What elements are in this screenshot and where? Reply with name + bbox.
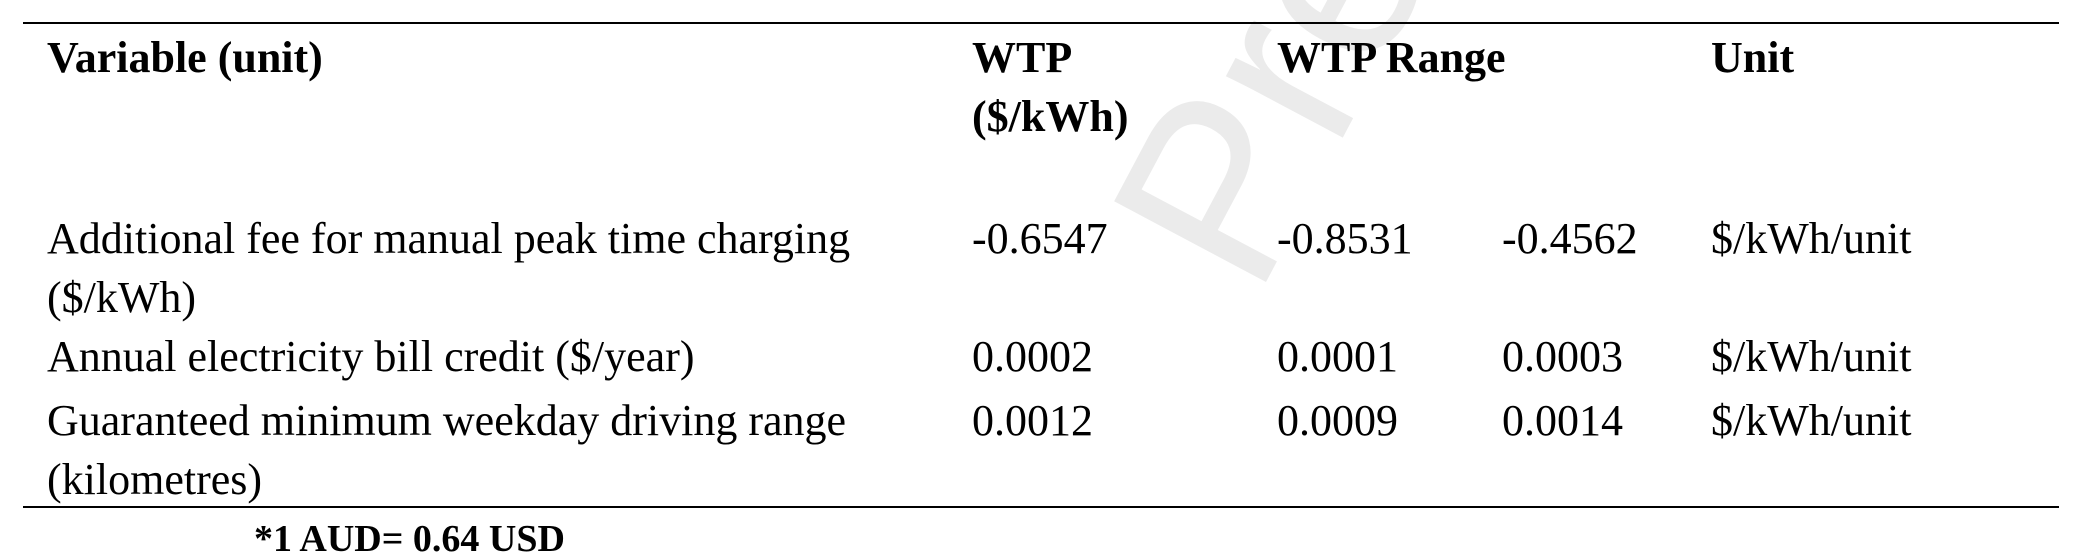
row-label: Additional fee for manual peak time char…	[47, 214, 851, 322]
cell: -0.8531	[1277, 214, 1413, 263]
cell: 0.0002	[972, 332, 1093, 381]
row-label: Guaranteed minimum weekday driving range…	[47, 396, 847, 504]
row-label: Annual electricity bill credit ($/year)	[47, 332, 695, 381]
cell: 0.0003	[1502, 332, 1623, 381]
cell: $/kWh/unit	[1711, 332, 1912, 381]
cell: 0.0012	[972, 396, 1093, 445]
header-cell: Unit	[1711, 33, 1795, 82]
top-rule	[23, 22, 2059, 24]
cell: 0.0001	[1277, 332, 1398, 381]
header-cell: WTP Range	[1277, 33, 1506, 82]
cell: $/kWh/unit	[1711, 214, 1912, 263]
header-cell: WTP ($/kWh)	[972, 33, 1129, 141]
bottom-rule	[23, 506, 2059, 508]
cell: -0.6547	[972, 214, 1108, 263]
cell: $/kWh/unit	[1711, 396, 1912, 445]
header-cell: Variable (unit)	[47, 33, 323, 82]
footnote: *1 AUD= 0.64 USD	[254, 518, 565, 560]
cell: -0.4562	[1502, 214, 1638, 263]
cell: 0.0014	[1502, 396, 1623, 445]
cell: 0.0009	[1277, 396, 1398, 445]
